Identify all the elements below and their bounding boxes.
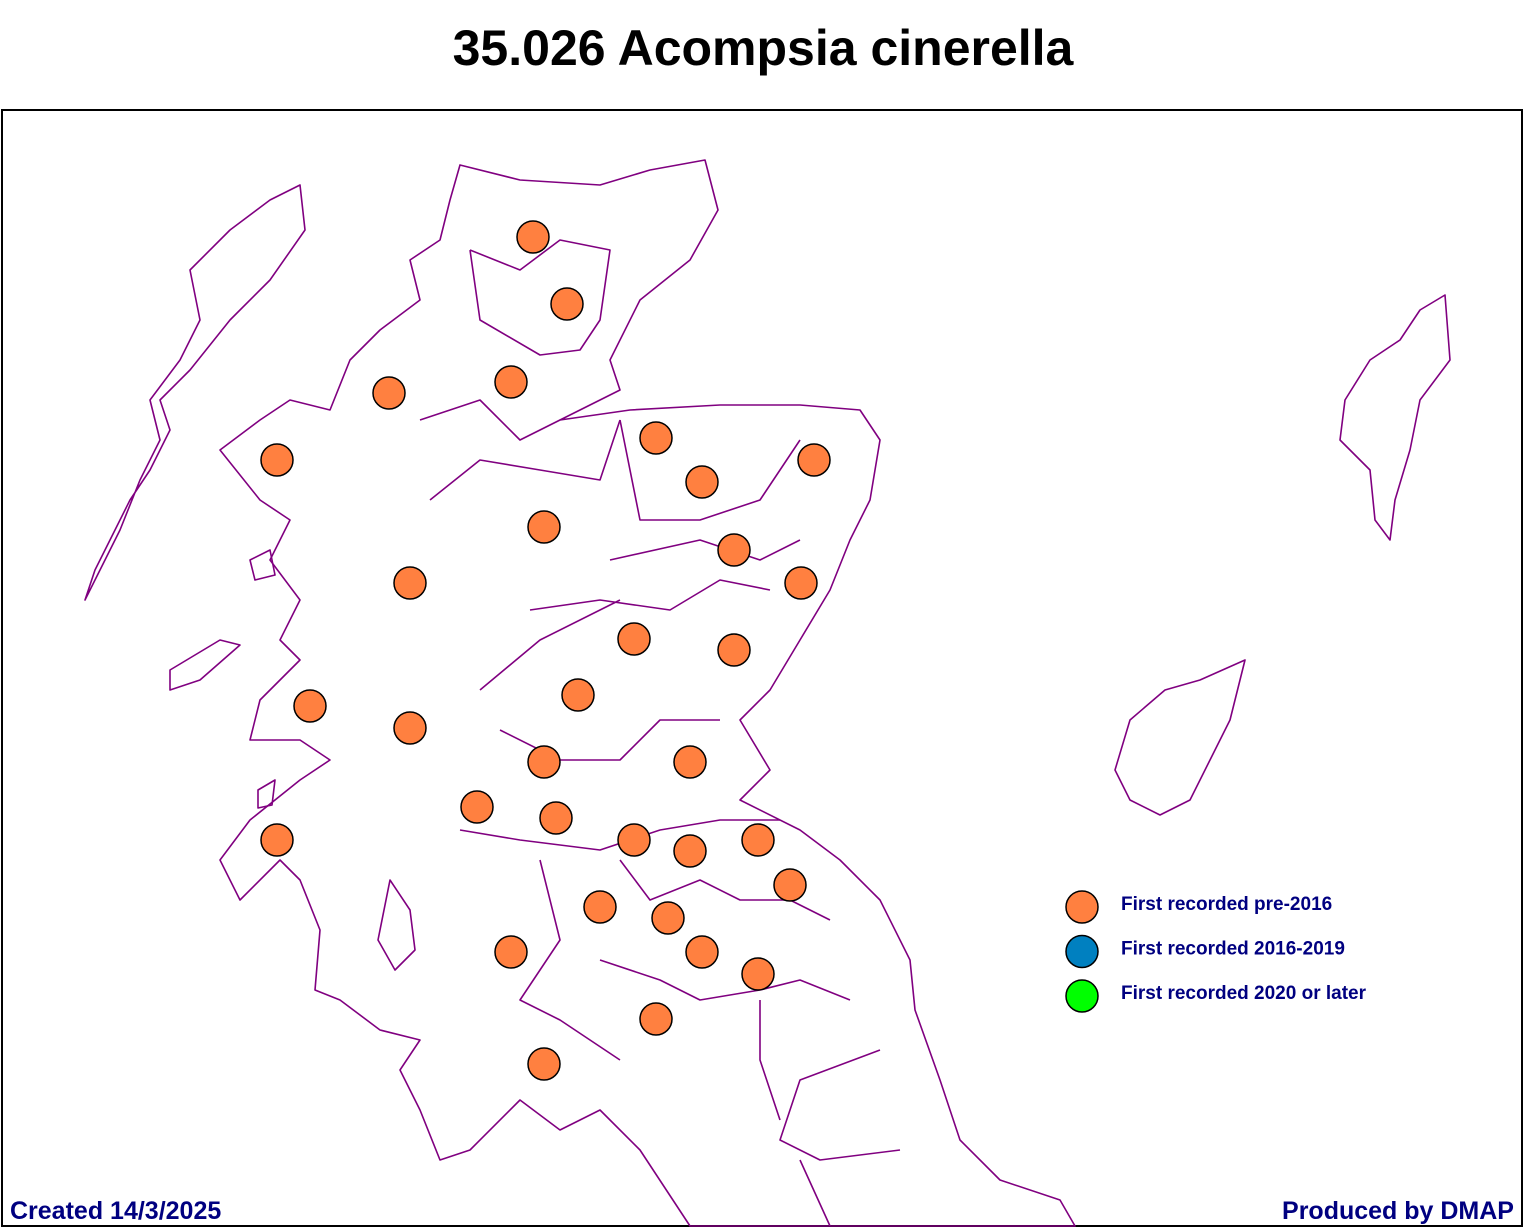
record-dot (516, 220, 550, 254)
legend-label: First recorded pre-2016 (1121, 894, 1332, 915)
map-title: 35.026 Acompsia cinerella (453, 20, 1075, 76)
record-dot (617, 622, 651, 656)
record-dot (639, 1002, 673, 1036)
producer: Produced by DMAP (1282, 1197, 1514, 1225)
record-dot (583, 890, 617, 924)
legend-swatch (1065, 979, 1099, 1013)
record-dot (527, 510, 561, 544)
record-dot (784, 566, 818, 600)
coastline (84, 159, 1451, 1227)
record-dot (260, 443, 294, 477)
record-dot (685, 465, 719, 499)
record-dot (260, 823, 294, 857)
region-boundaries (419, 239, 901, 1227)
record-dot (717, 533, 751, 567)
record-dot (651, 901, 685, 935)
record-dot (372, 376, 406, 410)
legend-swatch (1065, 934, 1099, 969)
map-frame (1, 109, 1523, 1227)
record-dot (673, 834, 707, 868)
record-dot (494, 935, 528, 969)
record-dot (460, 790, 494, 824)
record-dot (673, 745, 707, 779)
record-dot (393, 566, 427, 600)
legend-label: First recorded 2016-2019 (1121, 939, 1345, 960)
record-dot (797, 443, 831, 477)
record-dot (717, 633, 751, 667)
record-dot (741, 823, 775, 857)
record-dot (494, 365, 528, 399)
legend-swatch (1065, 890, 1099, 924)
record-dot (741, 957, 775, 991)
record-dot (639, 421, 673, 455)
record-dot (527, 1047, 561, 1081)
record-dot (393, 711, 427, 745)
record-dot (539, 801, 573, 835)
record-dot (550, 287, 584, 321)
record-dot (773, 868, 807, 902)
record-dot (617, 823, 651, 857)
record-dot (685, 935, 719, 969)
legend: First recorded pre-2016 First recorded 20… (1065, 890, 1367, 1013)
record-dot (527, 745, 561, 779)
created-date: Created 14/3/2025 (10, 1197, 221, 1225)
record-dot (561, 678, 595, 712)
legend-label: First recorded 2020 or later (1121, 983, 1367, 1004)
record-dot (293, 689, 327, 723)
records (260, 220, 831, 1081)
